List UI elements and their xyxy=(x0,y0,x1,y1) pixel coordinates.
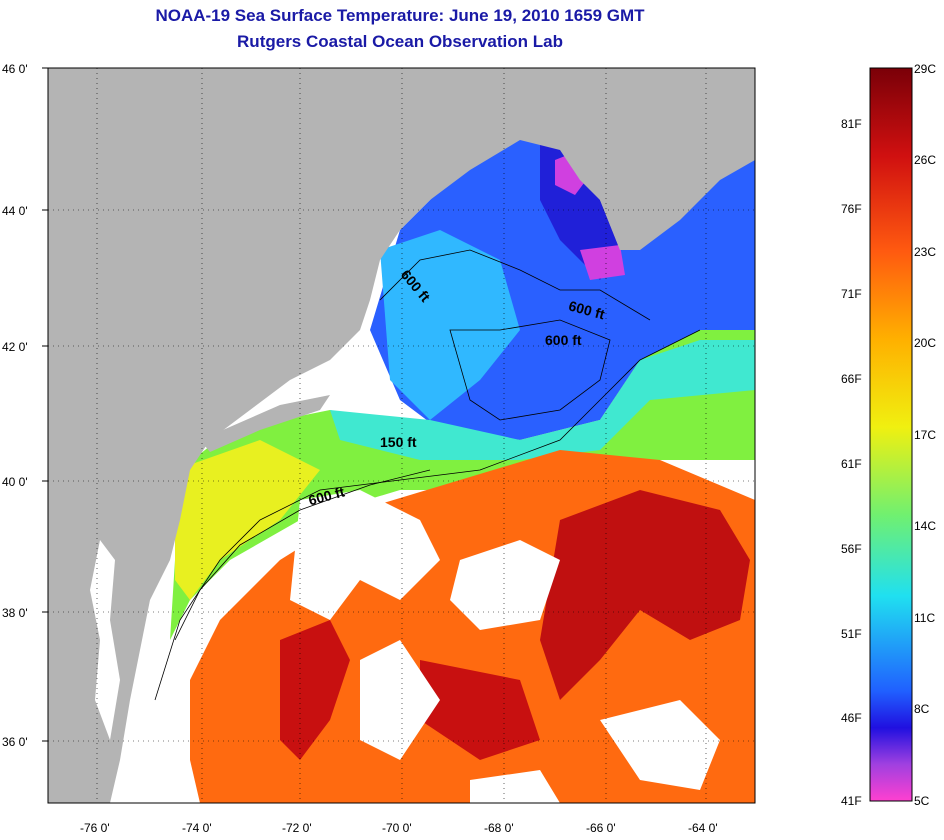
lon-tick-76: -76 0' xyxy=(80,821,110,835)
f-label-61: 61F xyxy=(841,457,862,471)
lon-tick-64: -64 0' xyxy=(688,821,718,835)
long-island xyxy=(200,395,330,452)
lat-axis: 46 0' 44 0' 42 0' 40 0' 38 0' 36 0' xyxy=(2,62,48,749)
c-label-26: 26C xyxy=(914,153,936,167)
c-label-29: 29C xyxy=(914,62,936,76)
lon-tick-74: -74 0' xyxy=(182,821,212,835)
warm-core-eddy xyxy=(540,490,750,700)
lon-axis: -76 0' -74 0' -72 0' -70 0' -68 0' -66 0… xyxy=(80,821,718,835)
lon-tick-66: -66 0' xyxy=(586,821,616,835)
lat-tick-40: 40 0' xyxy=(2,475,28,489)
lon-tick-72: -72 0' xyxy=(282,821,312,835)
lon-tick-70: -70 0' xyxy=(382,821,412,835)
lat-tick-46: 46 0' xyxy=(2,62,28,76)
c-label-14: 14C xyxy=(914,519,936,533)
cyan-band xyxy=(330,340,755,460)
lat-tick-38: 38 0' xyxy=(2,606,28,620)
georges-bank-water xyxy=(380,230,520,420)
c-label-17: 17C xyxy=(914,428,936,442)
c-label-5: 5C xyxy=(914,794,930,808)
colorbar-fahrenheit-labels: 81F 76F 71F 66F 61F 56F 51F 46F 41F xyxy=(841,117,862,808)
lon-tick-68: -68 0' xyxy=(484,821,514,835)
chesapeake-bay xyxy=(90,540,120,740)
contour-label-4: 150 ft xyxy=(380,434,417,450)
cloud-cover xyxy=(290,490,720,803)
f-label-76: 76F xyxy=(841,202,862,216)
f-label-56: 56F xyxy=(841,542,862,556)
f-label-41: 41F xyxy=(841,794,862,808)
bay-of-fundy-cold xyxy=(555,150,625,280)
lat-tick-44: 44 0' xyxy=(2,204,28,218)
c-label-20: 20C xyxy=(914,336,936,350)
c-label-11: 11C xyxy=(914,611,935,625)
lat-tick-36: 36 0' xyxy=(2,735,28,749)
contour-label-3: 600 ft xyxy=(545,332,582,348)
plot-frame xyxy=(47,67,756,804)
map-subtitle: Rutgers Coastal Ocean Observation Lab xyxy=(237,32,563,51)
c-label-23: 23C xyxy=(914,245,936,259)
land-mainland xyxy=(48,68,755,803)
nova-scotia xyxy=(600,120,755,250)
nearshore-yellow xyxy=(175,440,320,600)
f-label-81: 81F xyxy=(841,117,862,131)
colorbar-celsius-labels: 29C 26C 23C 20C 17C 14C 11C 8C 5C xyxy=(914,62,936,808)
colorbar xyxy=(869,67,913,802)
f-label-71: 71F xyxy=(841,287,862,301)
f-label-66: 66F xyxy=(841,372,862,386)
lat-tick-42: 42 0' xyxy=(2,340,28,354)
f-label-46: 46F xyxy=(841,711,862,725)
gulf-stream-core xyxy=(280,620,540,760)
bathymetry-contours xyxy=(154,249,701,701)
f-label-51: 51F xyxy=(841,627,862,641)
map-title: NOAA-19 Sea Surface Temperature: June 19… xyxy=(155,6,645,25)
c-label-8: 8C xyxy=(914,702,930,716)
